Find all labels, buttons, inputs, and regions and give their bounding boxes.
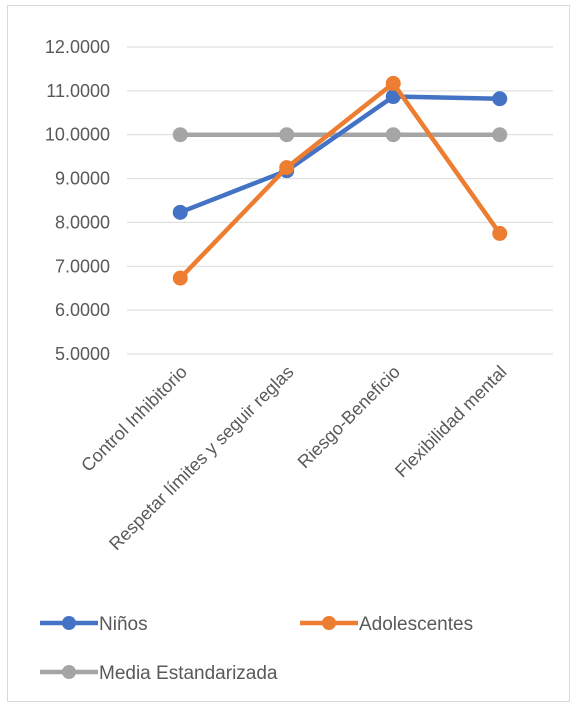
data-point [172, 204, 188, 220]
data-point [172, 127, 188, 143]
x-category-label: Control Inhibitorio [77, 362, 191, 476]
x-category-label: Respetar límites y seguir reglas [105, 362, 297, 554]
gridlines [127, 46, 553, 355]
legend-item: Niños [40, 614, 148, 635]
data-point [385, 127, 401, 143]
data-point [492, 225, 508, 241]
legend-item: Media Estandarizada [40, 663, 278, 684]
data-point [279, 127, 295, 143]
legend-label: Media Estandarizada [99, 663, 278, 684]
x-category-label: Riesgo-Beneficio [294, 362, 404, 472]
y-tick-label: 8.0000 [55, 212, 110, 232]
y-axis: 5.0000 6.0000 7.0000 8.0000 9.0000 10.0000 11.… [45, 37, 110, 364]
series-line [178, 94, 502, 215]
y-tick-label: 6.0000 [55, 300, 110, 320]
series-lines [172, 75, 508, 286]
y-tick-label: 7.0000 [55, 256, 110, 276]
y-tick-label: 5.0000 [55, 344, 110, 364]
legend-swatch-marker [322, 616, 336, 630]
data-point [172, 270, 188, 286]
y-tick-label: 12.0000 [45, 37, 110, 57]
x-category-label: Flexibilidad mental [391, 362, 511, 482]
legend-item: Adolescentes [300, 614, 473, 635]
legend-swatch-marker [62, 665, 76, 679]
data-point [492, 91, 508, 107]
data-point [492, 127, 508, 143]
y-tick-label: 10.0000 [45, 125, 110, 145]
legend-swatch-marker [62, 616, 76, 630]
legend-label: Adolescentes [359, 614, 473, 635]
series-line [178, 81, 502, 281]
y-tick-label: 9.0000 [55, 169, 110, 189]
legend: Niños Adolescentes Media Estandarizada [40, 614, 473, 684]
y-tick-label: 11.0000 [46, 81, 110, 101]
data-point [385, 75, 401, 91]
legend-label: Niños [99, 614, 148, 635]
data-point [279, 160, 295, 176]
